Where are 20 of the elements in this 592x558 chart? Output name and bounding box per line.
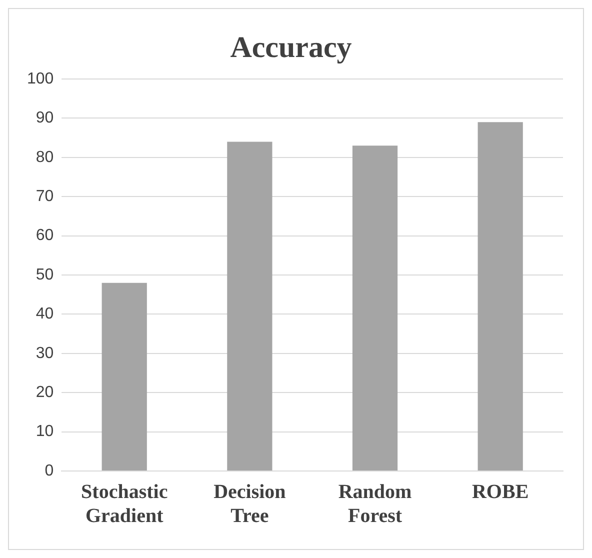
- x-tick-label: Decision Tree: [214, 481, 286, 528]
- y-tick-label: 0: [44, 462, 54, 480]
- bar: [227, 142, 272, 470]
- x-tick-label: ROBE: [472, 481, 529, 504]
- bar: [352, 146, 398, 470]
- y-tick-label: 70: [36, 188, 54, 206]
- y-tick-label: 60: [36, 227, 54, 244]
- y-tick-label: 40: [36, 306, 54, 323]
- bar: [478, 122, 523, 470]
- y-tick-label: 50: [36, 266, 54, 284]
- y-tick-label: 10: [36, 423, 54, 440]
- x-tick-label: Stochastic Gradient: [81, 481, 168, 528]
- y-tick-label: 20: [36, 384, 54, 402]
- y-tick-label: 90: [36, 110, 54, 127]
- x-tick-label: Random Forest: [338, 481, 412, 528]
- bar: [102, 282, 147, 470]
- y-tick-label: 30: [36, 344, 54, 362]
- chart-title: Accuracy: [230, 30, 352, 64]
- y-tick-label: 80: [36, 148, 54, 166]
- y-tick-label: 100: [26, 70, 54, 88]
